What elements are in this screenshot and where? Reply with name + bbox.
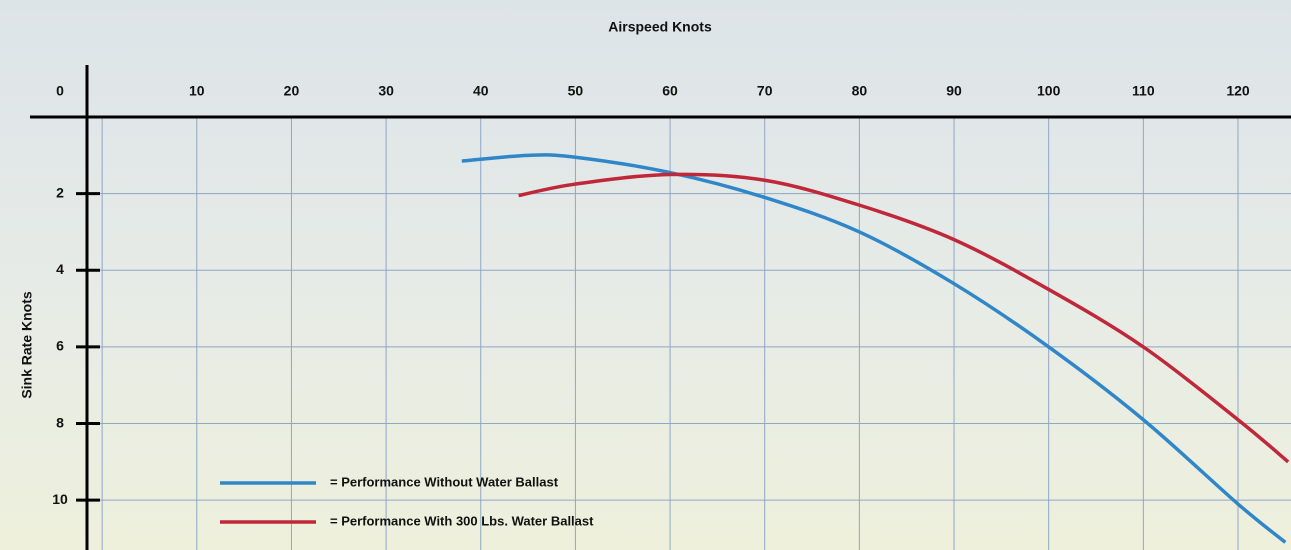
x-tick-label: 10 (189, 83, 205, 99)
y-tick-label: 2 (56, 184, 64, 200)
x-tick-label: 60 (662, 83, 678, 99)
x-tick-label: 40 (473, 83, 489, 99)
y-tick-label: 10 (52, 491, 68, 507)
legend-label: = Performance Without Water Ballast (330, 474, 559, 489)
x-tick-label: 50 (568, 83, 584, 99)
x-tick-label: 80 (852, 83, 868, 99)
x-tick-label: 0 (56, 83, 64, 99)
series-line (461, 153, 1287, 544)
series-line (518, 172, 1290, 464)
x-tick-label: 70 (757, 83, 773, 99)
legend-label: = Performance With 300 Lbs. Water Ballas… (330, 513, 594, 528)
x-tick-label: 30 (378, 83, 394, 99)
x-tick-label: 90 (946, 83, 962, 99)
y-axis-title: Sink Rate Knots (19, 291, 35, 399)
x-tick-label: 20 (284, 83, 300, 99)
x-tick-label: 120 (1226, 83, 1250, 99)
y-tick-label: 4 (56, 261, 64, 277)
x-axis-title: Airspeed Knots (608, 19, 712, 35)
x-tick-label: 110 (1132, 83, 1155, 99)
y-tick-label: 6 (56, 338, 64, 354)
y-tick-label: 8 (56, 414, 64, 430)
x-tick-label: 100 (1037, 83, 1061, 99)
